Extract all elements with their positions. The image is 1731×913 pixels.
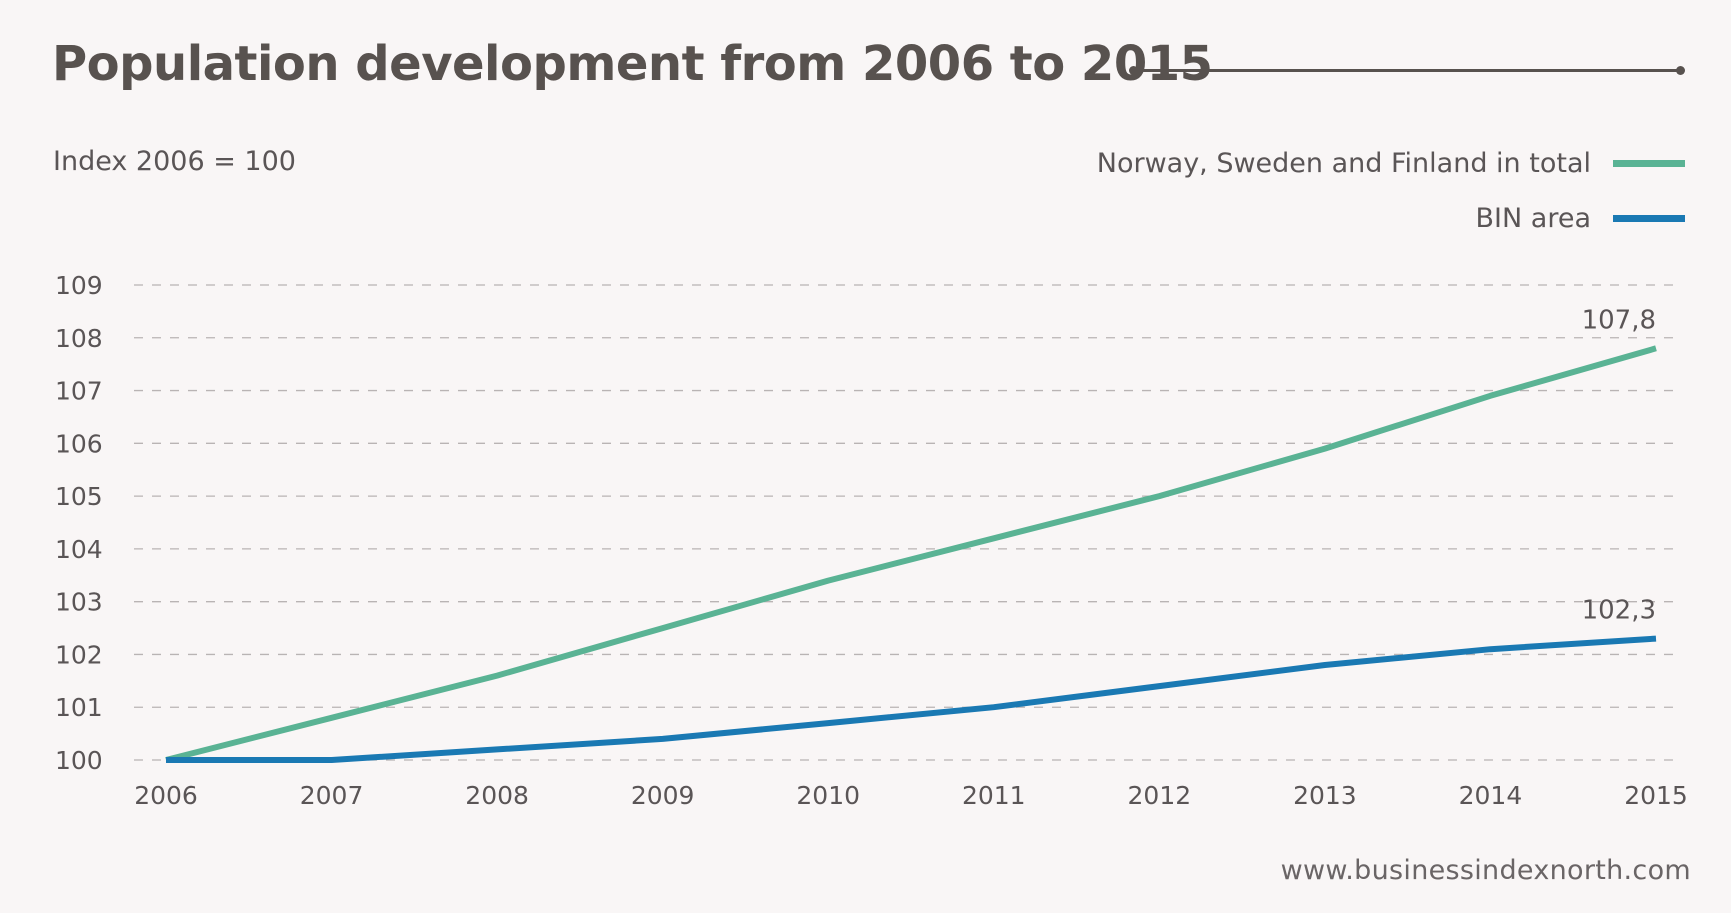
y-tick-label: 106 bbox=[55, 429, 103, 458]
y-tick-label: 104 bbox=[55, 535, 103, 564]
x-tick-label: 2012 bbox=[1128, 781, 1192, 810]
series-line-bin bbox=[166, 635, 1657, 763]
source-url: www.businessindexnorth.com bbox=[1280, 855, 1691, 886]
legend-item-bin: BIN area bbox=[1097, 201, 1685, 235]
legend-label-bin: BIN area bbox=[1475, 202, 1591, 234]
y-tick-label: 108 bbox=[55, 324, 103, 353]
legend-swatch-bin bbox=[1613, 214, 1685, 222]
x-tick-label: 2007 bbox=[300, 781, 364, 810]
legend: Norway, Sweden and Finland in total BIN … bbox=[1097, 146, 1685, 256]
y-tick-label: 109 bbox=[55, 271, 103, 300]
legend-label-total: Norway, Sweden and Finland in total bbox=[1096, 147, 1591, 179]
x-tick-label: 2008 bbox=[465, 781, 529, 810]
end-value-label-bin: 102,3 bbox=[1582, 596, 1656, 626]
chart-title: Population development from 2006 to 2015 bbox=[52, 36, 1213, 92]
x-tick-label: 2014 bbox=[1459, 781, 1523, 810]
x-tick-label: 2010 bbox=[796, 781, 860, 810]
y-tick-label: 105 bbox=[55, 482, 103, 511]
legend-item-total: Norway, Sweden and Finland in total bbox=[1097, 146, 1685, 180]
x-tick-label: 2013 bbox=[1293, 781, 1357, 810]
y-tick-label: 100 bbox=[55, 746, 103, 775]
x-tick-label: 2011 bbox=[962, 781, 1026, 810]
y-tick-label: 107 bbox=[55, 377, 103, 406]
title-divider bbox=[1129, 66, 1685, 75]
end-value-label-total: 107,8 bbox=[1582, 305, 1656, 335]
chart-subtitle: Index 2006 = 100 bbox=[53, 146, 296, 177]
x-tick-label: 2009 bbox=[631, 781, 695, 810]
y-tick-label: 101 bbox=[55, 693, 103, 722]
y-tick-label: 103 bbox=[55, 588, 103, 617]
y-tick-label: 102 bbox=[55, 640, 103, 669]
x-tick-label: 2006 bbox=[134, 781, 198, 810]
x-tick-label: 2015 bbox=[1624, 781, 1688, 810]
series-line-total bbox=[165, 345, 1657, 763]
legend-swatch-total bbox=[1613, 159, 1685, 167]
